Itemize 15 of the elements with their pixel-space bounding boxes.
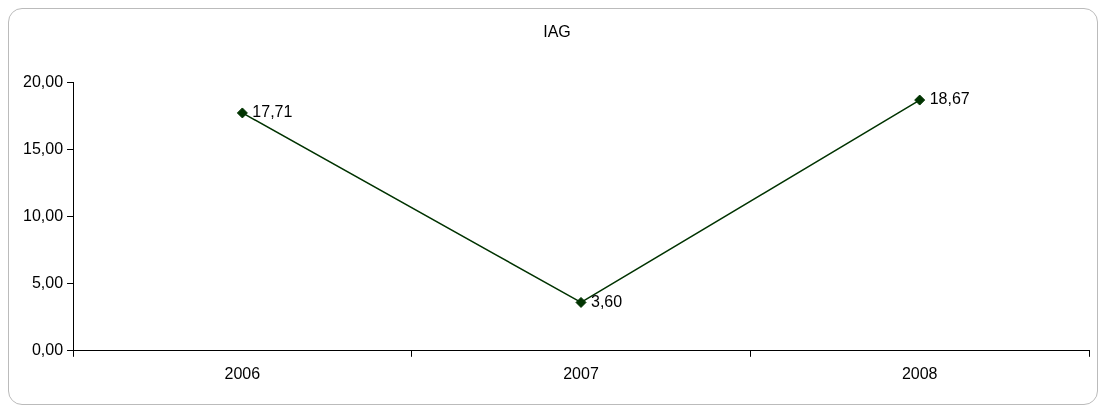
point: [914, 94, 926, 106]
x-tick-label: 2007: [563, 364, 599, 382]
data-label: 18,67: [929, 90, 970, 108]
point: [236, 107, 248, 119]
y-tick-label: 20,00: [22, 72, 64, 90]
y-tick-label: 5,00: [31, 274, 64, 292]
y-tick-label: 15,00: [22, 139, 64, 157]
data-label: 3,60: [591, 292, 623, 310]
y-tick-label: 10,00: [22, 206, 64, 224]
point: [575, 296, 587, 308]
x-tick-label: 2008: [901, 364, 938, 382]
chart-title: IAG: [543, 23, 571, 41]
x-tick-label: 2006: [224, 364, 261, 382]
y-tick-label: 0,00: [31, 341, 64, 359]
data-label: 17,71: [252, 103, 293, 121]
